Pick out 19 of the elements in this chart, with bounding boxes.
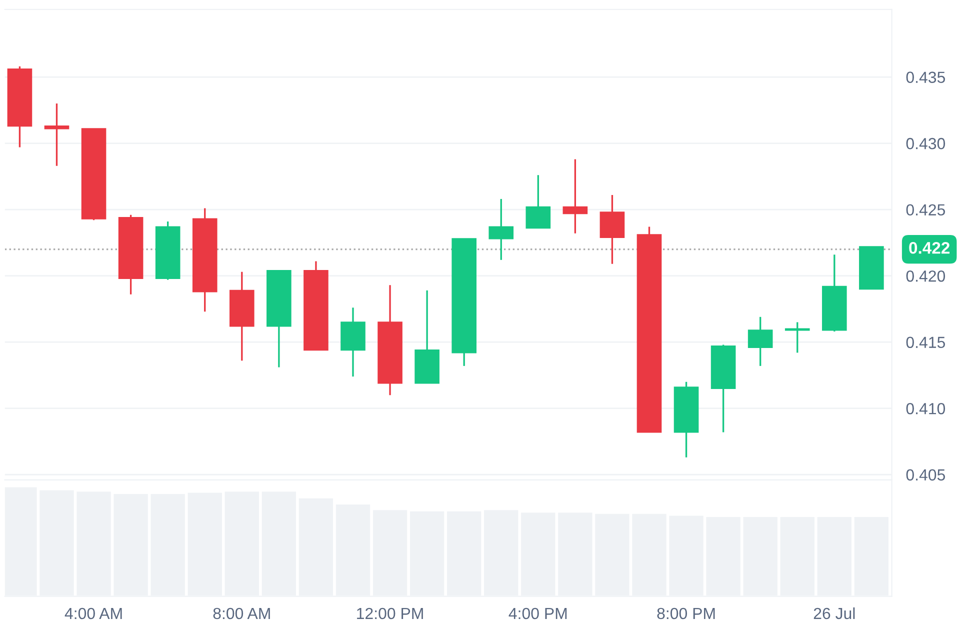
y-tick-label: 0.405 (906, 469, 945, 481)
y-tick-label: 0.425 (906, 204, 945, 216)
y-tick-label: 0.410 (906, 402, 946, 414)
y-tick-label: 0.420 (906, 270, 946, 282)
x-tick-label: 12:00 PM (357, 608, 423, 620)
x-tick-label: 4:00 PM (508, 608, 567, 620)
y-tick-label: 0.430 (906, 138, 946, 150)
candlestick (526, 174, 551, 229)
ref-line-label: 0.422 (909, 242, 950, 254)
x-tick-label: 26 Jul (814, 607, 855, 620)
candlestick (488, 198, 514, 261)
x-tick-label: 4:00 AM (64, 608, 122, 620)
candlestick (562, 158, 588, 234)
candlestick (748, 316, 773, 367)
y-tick-label: 0.435 (906, 72, 945, 83)
x-tick-label: 8:00 AM (213, 608, 270, 620)
candlestick (44, 102, 70, 167)
x-tick-label: 8:00 PM (657, 608, 715, 620)
y-tick-label: 0.415 (906, 336, 945, 348)
